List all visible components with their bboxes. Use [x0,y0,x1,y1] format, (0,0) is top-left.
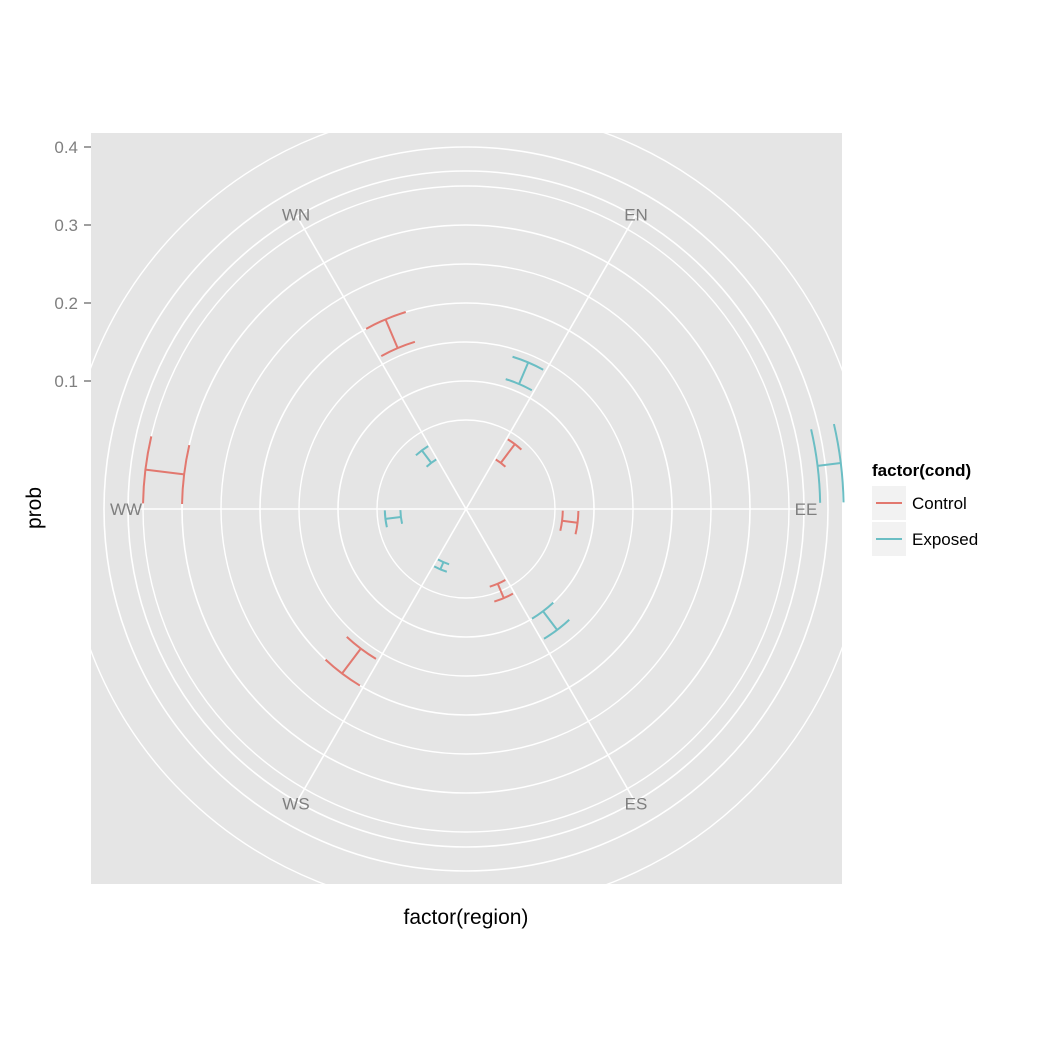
errorbar-stem [439,561,445,570]
region-label-ee: EE [795,500,818,519]
errorbar-stem [145,468,185,476]
errorbar-cap-low [380,340,416,357]
errorbar-cap-low [559,510,564,531]
errorbar-cap-high [512,355,544,371]
errorbar-cap-high [142,436,153,504]
errorbar-cap-high [494,592,514,603]
errorbar-control-wn [365,311,416,357]
errorbar-stem [496,583,505,599]
errorbar-cap-low [181,444,191,505]
errorbar-exposed-wn [415,445,437,468]
errorbar-cap-low [531,601,554,620]
polar-grid [64,107,868,911]
errorbar-cap-high [832,423,845,503]
y-tick-label: 0.4 [54,138,78,157]
errorbar-cap-low [810,429,822,503]
spoke-es [465,508,636,803]
errorbar-stem [341,647,362,675]
y-tick-label: 0.1 [54,372,78,391]
errorbar-cap-high [433,565,448,573]
spoke-en [465,215,636,510]
legend-item-exposed: Exposed [872,522,978,556]
errorbar-cap-low [489,579,506,588]
errorbar-cap-high [507,438,523,451]
errorbar-stem [384,318,399,349]
y-tick-label: 0.3 [54,216,78,235]
errorbar-cap-high [574,510,580,535]
errorbar-stem [817,461,841,467]
y-axis: 0.1 0.2 0.3 0.4 [54,138,91,391]
errorbar-cap-low [425,458,437,468]
x-axis-title: factor(region) [404,906,529,929]
errorbar-control-en [495,438,523,468]
errorbar-cap-low [505,378,533,392]
spoke-ws [296,508,467,803]
errorbar-cap-high [324,658,361,687]
spoke-wn [296,215,467,510]
errorbar-exposed-ww [383,510,404,528]
errorbar-exposed-ws [433,558,450,573]
legend-label: Exposed [912,530,978,549]
errorbar-control-ws [324,636,377,687]
errorbar-stem [561,519,578,524]
region-label-en: EN [624,206,648,225]
errorbar-control-es [489,579,514,603]
errorbar-stem [518,362,530,385]
legend-items: Control Exposed [872,486,978,556]
errorbar-stem [499,443,516,464]
errorbar-exposed-en [505,355,544,392]
errorbar-cap-high [543,618,570,640]
grid-circle-minor [64,107,868,911]
errorbar-stem [385,516,402,520]
y-axis-title: prob [23,487,46,529]
region-label-ww: WW [110,500,142,519]
errorbar-cap-high [415,445,429,457]
region-labels: EE EN WN WW WS ES [110,206,817,814]
errorbar-cap-high [383,510,388,528]
errorbar-cap-high [365,311,407,330]
errorbar-control-ee [559,510,580,535]
errorbar-stem [542,610,558,631]
region-label-es: ES [625,794,648,813]
errorbar-cap-low [437,558,450,566]
errorbar-cap-low [399,510,404,524]
region-label-ws: WS [282,794,309,813]
errorbar-cap-low [495,458,507,468]
errorbar-stem [421,449,433,464]
errorbar-cap-low [346,636,377,660]
errorbar-exposed-ee [810,423,845,503]
errorbar-marks [142,311,845,687]
legend-item-control: Control [872,486,967,520]
y-tick-label: 0.2 [54,294,78,313]
legend: factor(cond) Control Exposed [872,461,978,556]
region-label-wn: WN [282,206,310,225]
legend-title: factor(cond) [872,461,971,480]
errorbar-control-ww [142,436,191,505]
errorbar-exposed-es [531,601,570,640]
grid-circle [103,146,829,872]
legend-label: Control [912,494,967,513]
